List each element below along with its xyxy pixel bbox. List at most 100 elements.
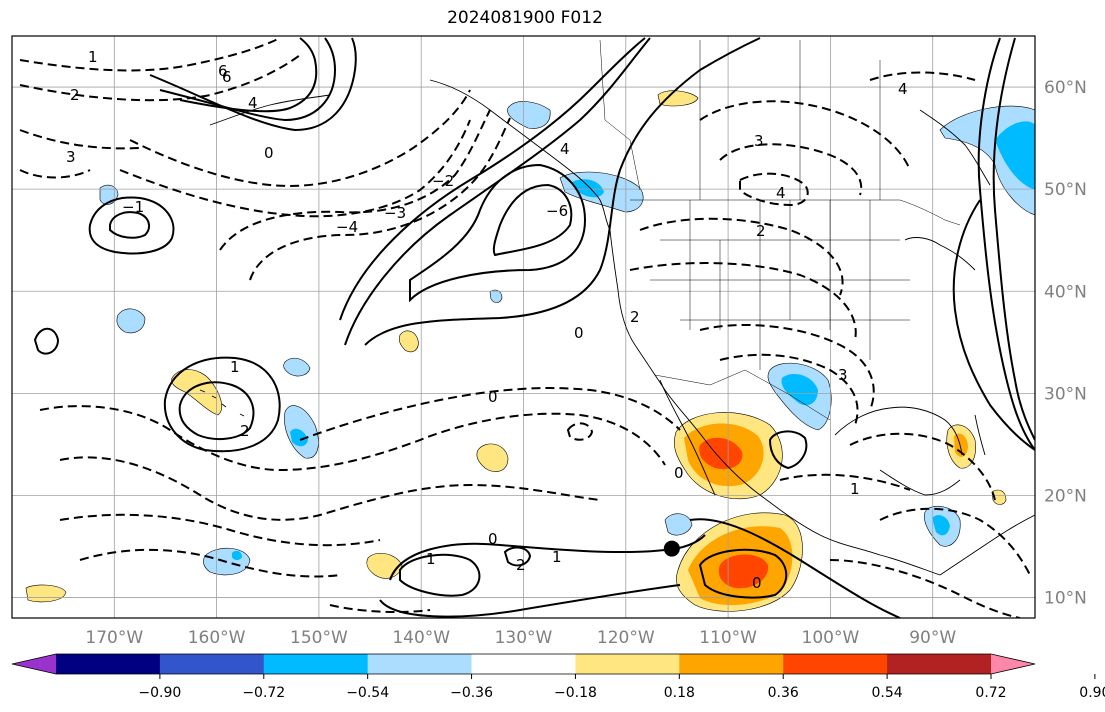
lon-tick-label: 110°W xyxy=(699,628,757,648)
contour-negative-caribbean xyxy=(879,507,1031,576)
colorbar-segment xyxy=(56,654,161,674)
contour-positive-itcz-loop xyxy=(399,553,481,597)
lon-tick-label: 130°W xyxy=(495,628,553,648)
contour-label: −3 xyxy=(384,204,406,222)
contour-positive-ridge-inner-2 xyxy=(492,183,573,257)
lon-tick-label: 140°W xyxy=(392,628,450,648)
colorbar-tick-label: 0.36 xyxy=(768,685,799,701)
coastline-hawaii-islands xyxy=(199,389,245,417)
colorbar: −0.90 −0.72 −0.54 −0.36 −0.18 0.18 0.36 0.54 0.7… xyxy=(11,653,1105,701)
colorbar-tick-label: −0.72 xyxy=(242,685,285,701)
coastline-baja xyxy=(659,379,716,496)
contour-positive-mexico-loop xyxy=(768,430,808,470)
cool-anomaly-alaska-coast xyxy=(507,101,551,129)
cool-anomaly-hawaii-east xyxy=(283,357,311,377)
colorbar-tick-label: 0.54 xyxy=(872,685,903,701)
contour-positive-east-canada xyxy=(977,37,1035,451)
colorbar-outline xyxy=(11,653,1036,675)
colorbar-extend-high xyxy=(991,654,1035,674)
lon-tick-label: 150°W xyxy=(290,628,348,648)
contour-negative-gulf-alaska-3 xyxy=(219,109,491,251)
contour-negative-pacific-mid-2 xyxy=(59,456,601,521)
contour-label: 2 xyxy=(516,556,526,574)
contour-labels: 1 2 3 4 6 0 −1 −2 −3 −4 −6 0 1 2 1 0 2 1… xyxy=(66,48,908,592)
contour-negative-pacific-south-2 xyxy=(59,513,381,547)
cool-anomaly-central-america-inner xyxy=(932,515,950,536)
map-title: 2024081900 F012 xyxy=(447,8,603,28)
coastline-alaska xyxy=(429,79,611,231)
contour-negative-us-plains xyxy=(639,217,844,296)
contour-positive-itcz xyxy=(389,534,706,581)
map-frame xyxy=(11,35,1036,619)
cool-anomaly-west-pacific xyxy=(116,308,146,334)
contour-negative-nw-pacific xyxy=(19,169,91,179)
anomaly-fills xyxy=(25,90,1035,612)
contour-positive-mexico-high xyxy=(698,548,788,599)
contour-label: 3 xyxy=(838,366,848,384)
contour-label: 1 xyxy=(88,48,98,66)
coastline-central-america xyxy=(939,514,1035,576)
cool-anomaly-south-central-inner xyxy=(232,550,242,560)
contour-label: 0 xyxy=(488,530,498,548)
coastline-mexico-pacific xyxy=(704,439,941,576)
cool-anomaly-bc-inner xyxy=(572,179,604,198)
border-us-mexico xyxy=(654,369,831,421)
contour-negative-east-bottom xyxy=(829,559,1021,618)
contour-label: −1 xyxy=(122,198,144,216)
colorbar-segment xyxy=(575,654,680,674)
contour-positive-west-pacific-2 xyxy=(109,211,151,239)
cool-anomaly-hudson-inner xyxy=(995,121,1035,190)
contour-label: 2 xyxy=(630,308,640,326)
contour-label: −2 xyxy=(432,172,454,190)
cool-anomaly-texas-inner xyxy=(781,374,818,406)
border-state-1 xyxy=(689,200,761,370)
coastline-gulf xyxy=(834,406,963,456)
colorbar-segment xyxy=(263,654,369,674)
contour-label: −6 xyxy=(546,202,568,220)
contour-positive-east-canada-3 xyxy=(952,199,1035,451)
contour-negative-gulf-mexico xyxy=(849,432,996,501)
contour-positive-west-pacific xyxy=(88,196,175,255)
lat-tick-label: 10°N xyxy=(1044,589,1087,609)
contour-label: 6 xyxy=(222,68,232,86)
longitude-tick-labels: 170°W 160°W 150°W 140°W 130°W 120°W 110°W 100°W… xyxy=(85,628,956,648)
contours-positive xyxy=(33,37,1035,618)
warm-anomaly-mid-pacific xyxy=(476,443,509,472)
contour-label: 4 xyxy=(248,94,258,112)
contour-label: 6 xyxy=(218,62,228,80)
contour-label: 1 xyxy=(426,550,436,568)
lat-tick-label: 50°N xyxy=(1044,180,1087,200)
contour-label: 1 xyxy=(230,358,240,376)
contour-label: 1 xyxy=(552,548,562,566)
contour-negative-us-south-2 xyxy=(719,353,859,426)
warm-anomaly-hawaii xyxy=(171,369,223,416)
colorbar-tick-label: −0.54 xyxy=(346,685,389,701)
warm-anomaly-caribbean xyxy=(991,489,1007,505)
colorbar-tick-label: 0.90 xyxy=(1079,685,1105,701)
coastlines xyxy=(199,79,1035,576)
contour-negative-north-far-west-3 xyxy=(19,129,141,150)
graticule xyxy=(12,36,1035,618)
colorbar-segment xyxy=(367,654,473,674)
lat-tick-label: 30°N xyxy=(1044,384,1087,404)
warm-anomaly-ne-pacific xyxy=(398,330,419,353)
contour-positive-sw-pacific xyxy=(689,518,901,618)
contour-positive-small-loop xyxy=(33,327,60,355)
coastline-hudson xyxy=(919,109,991,186)
contour-negative-us-south xyxy=(699,324,875,411)
contour-positive-ne-pacific-ridge-3 xyxy=(364,37,761,346)
contour-negative-gulf-alaska-2 xyxy=(119,119,471,218)
contour-label: 0 xyxy=(574,324,584,342)
contour-label: −4 xyxy=(336,218,358,236)
contour-positive-ridge-inner xyxy=(409,163,587,303)
lon-tick-label: 160°W xyxy=(188,628,246,648)
location-marker xyxy=(663,540,680,557)
contour-positive-itcz-2 xyxy=(379,584,681,618)
contour-positive-hawaii-low-2 xyxy=(178,381,255,441)
contour-positive-aleutian-jet-3 xyxy=(149,37,357,132)
colorbar-segment xyxy=(783,654,888,674)
contour-label: 0 xyxy=(264,144,274,162)
lon-tick-label: 100°W xyxy=(802,628,860,648)
coastline-yucatan xyxy=(879,469,961,496)
